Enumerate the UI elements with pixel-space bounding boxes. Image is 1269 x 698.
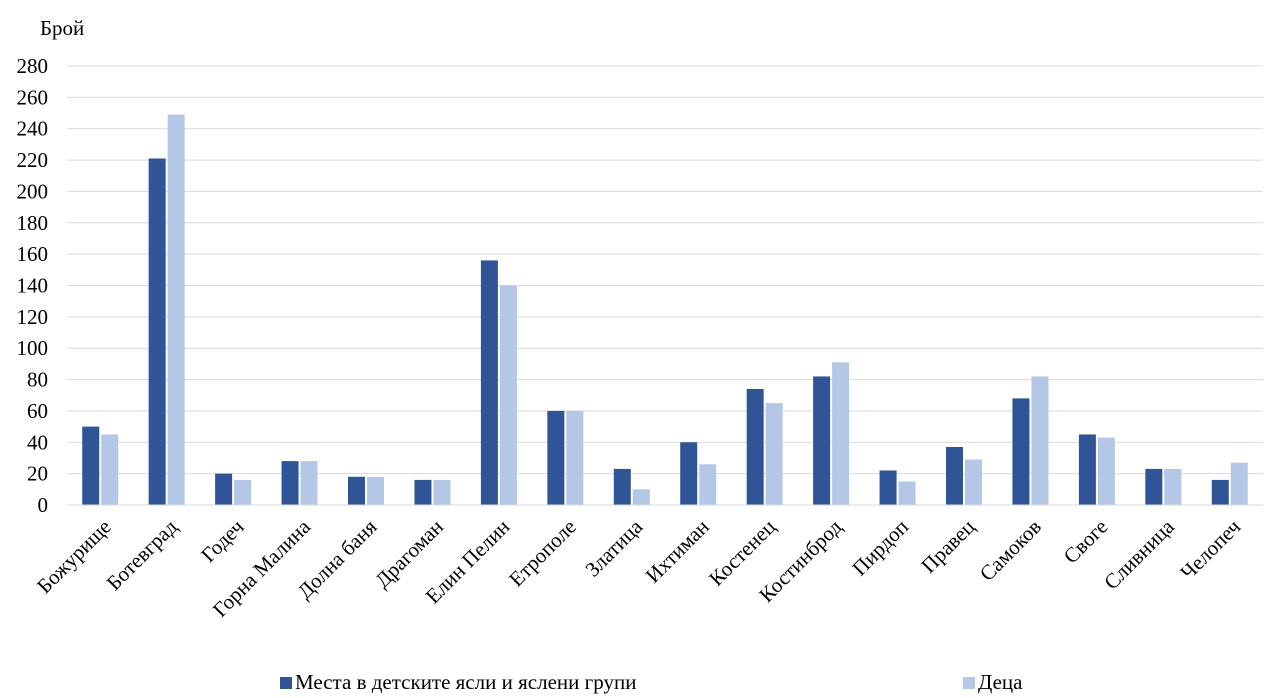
- bar-series-2: [499, 285, 517, 505]
- bar-series-1: [414, 479, 432, 505]
- bar-series-2: [433, 479, 451, 505]
- y-tick-label: 200: [17, 179, 49, 203]
- bar-series-1: [348, 476, 365, 505]
- bars: [82, 114, 1248, 505]
- x-tick-label: Своге: [1059, 515, 1113, 569]
- bar-series-1: [215, 473, 233, 505]
- x-tick-label: Ихтиман: [641, 515, 714, 588]
- bar-series-1: [547, 410, 565, 505]
- bar-series-2: [632, 489, 650, 505]
- x-tick-label: Сливница: [1099, 514, 1179, 594]
- x-tick-label: Етрополе: [504, 515, 581, 592]
- y-tick-label: 220: [17, 148, 49, 172]
- bar-series-1: [1078, 434, 1096, 505]
- bar-series-1: [1012, 398, 1030, 505]
- y-tick-label: 0: [38, 493, 49, 517]
- bar-series-2: [965, 459, 982, 505]
- bar-series-1: [1145, 468, 1163, 505]
- bar-series-1: [680, 442, 698, 505]
- y-tick-label: 120: [17, 305, 49, 329]
- x-tick-label: Ботевград: [102, 514, 183, 595]
- bar-series-1: [746, 388, 764, 505]
- x-tick-label: Правец: [916, 515, 979, 578]
- bar-series-1: [613, 468, 631, 505]
- bar-series-2: [832, 362, 850, 505]
- bar-series-2: [1164, 468, 1182, 505]
- y-tick-label: 80: [27, 368, 48, 392]
- bar-series-1: [148, 158, 166, 505]
- bar-series-2: [765, 403, 783, 505]
- y-tick-label: 60: [27, 399, 48, 423]
- bar-series-1: [480, 260, 498, 505]
- bar-series-2: [1031, 376, 1049, 505]
- bar-series-2: [699, 464, 717, 505]
- y-tick-label: 280: [17, 54, 49, 78]
- bar-series-2: [566, 410, 584, 505]
- y-tick-label: 240: [17, 117, 49, 141]
- bar-series-2: [898, 481, 916, 505]
- legend-label-series-2: Деца: [978, 670, 1023, 694]
- bar-series-2: [167, 114, 185, 505]
- x-tick-label: Самоков: [975, 515, 1046, 586]
- bar-series-2: [1097, 437, 1115, 505]
- legend-item-series-1: Места в детските ясли и яслени групи: [280, 670, 636, 695]
- y-tick-label: 160: [17, 242, 49, 266]
- bar-series-1: [82, 426, 100, 505]
- bar-series-1: [813, 376, 831, 505]
- y-tick-label: 100: [17, 336, 49, 360]
- bar-series-2: [1230, 462, 1248, 505]
- legend-swatch-series-2: [963, 676, 975, 689]
- y-axis-label: Брой: [40, 16, 84, 40]
- x-tick-label: Златица: [581, 514, 648, 581]
- bar-series-1: [281, 461, 299, 505]
- grid-lines: [67, 65, 1263, 475]
- bar-series-2: [367, 476, 384, 505]
- bar-series-1: [879, 470, 897, 505]
- x-tick-label: Божурище: [32, 515, 116, 599]
- bar-series-2: [101, 434, 119, 505]
- x-tick-label: Пирдоп: [847, 515, 913, 581]
- y-tick-label: 40: [27, 430, 48, 454]
- x-tick-label: Челопеч: [1176, 514, 1246, 584]
- y-tick-label: 140: [17, 274, 49, 298]
- bar-series-1: [1211, 479, 1229, 505]
- x-tick-label: Годеч: [196, 514, 249, 567]
- bar-series-2: [234, 479, 252, 505]
- y-tick-label: 20: [27, 462, 48, 486]
- legend-swatch-series-1: [280, 676, 292, 689]
- legend-item-series-2: Деца: [963, 670, 1022, 695]
- y-tick-label: 180: [17, 211, 49, 235]
- y-tick-label: 260: [17, 85, 49, 109]
- legend: Места в детските ясли и яслени групи Дец…: [0, 670, 1269, 695]
- legend-label-series-1: Места в детските ясли и яслени групи: [295, 670, 637, 694]
- bar-series-2: [300, 461, 318, 505]
- bar-series-1: [946, 446, 963, 505]
- y-tick-labels: 0 20 40 60 80 100 120 140 160 180 200 220 240 260 280: [17, 54, 49, 517]
